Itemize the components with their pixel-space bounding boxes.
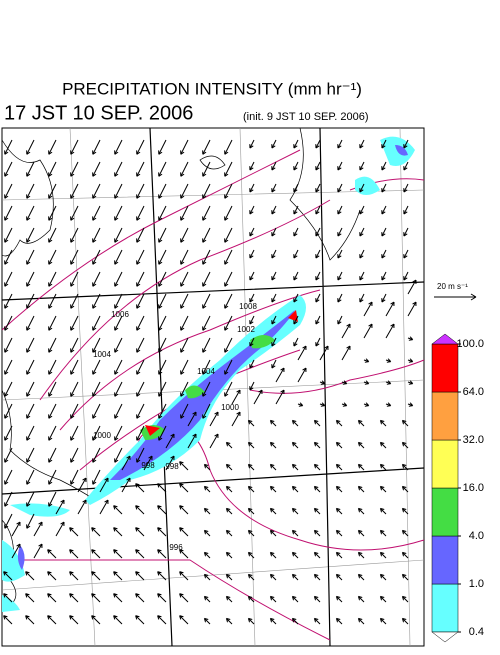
colorbar-segment [431, 487, 459, 537]
colorbar-segment [431, 391, 459, 441]
contour-label: 996 [169, 543, 183, 552]
colorbar-under [431, 631, 459, 643]
colorbar-label: 1.0 [469, 578, 484, 590]
colorbar-segment [431, 439, 459, 489]
colorbar-segment [431, 535, 459, 585]
contour-label: 1000 [93, 431, 111, 440]
colorbar: 0.4 1.0 4.0 16.0 32.0 64.0 100.0 [431, 333, 484, 643]
contour-label: 1008 [239, 302, 257, 311]
contour-label: 998 [165, 462, 179, 471]
reference-vector-label: 20 m s⁻¹ [437, 282, 468, 291]
colorbar-label: 0.4 [469, 626, 484, 638]
valid-time: 17 JST 10 SEP. 2006 [4, 102, 193, 124]
colorbar-label: 16.0 [463, 482, 484, 494]
reference-vector [434, 293, 477, 301]
contour-labels: 1008 1006 1004 1002 1004 1000 1000 998 9… [93, 302, 257, 552]
colorbar-label: 4.0 [469, 530, 484, 542]
colorbar-segment [431, 583, 459, 633]
colorbar-label: 64.0 [463, 386, 484, 398]
contour-label: 1002 [237, 325, 255, 334]
grid-bold [1, 127, 425, 647]
contour-label: 998 [141, 461, 155, 470]
contour-label: 1000 [221, 403, 239, 412]
colorbar-over [431, 333, 459, 345]
title: PRECIPITATION INTENSITY (mm hr⁻¹) [62, 79, 362, 98]
wind-arrows [3, 139, 417, 625]
contour-label: 1006 [111, 310, 129, 319]
colorbar-label: 100.0 [456, 338, 484, 350]
contour-label: 1004 [93, 350, 111, 359]
wind-vectors [3, 139, 417, 625]
init-time: (init. 9 JST 10 SEP. 2006) [243, 111, 369, 123]
colorbar-label: 32.0 [463, 434, 484, 446]
map: 1008 1006 1004 1002 1004 1000 1000 998 9… [1, 127, 425, 647]
colorbar-segment [431, 343, 459, 393]
contour-label: 1004 [197, 367, 215, 376]
